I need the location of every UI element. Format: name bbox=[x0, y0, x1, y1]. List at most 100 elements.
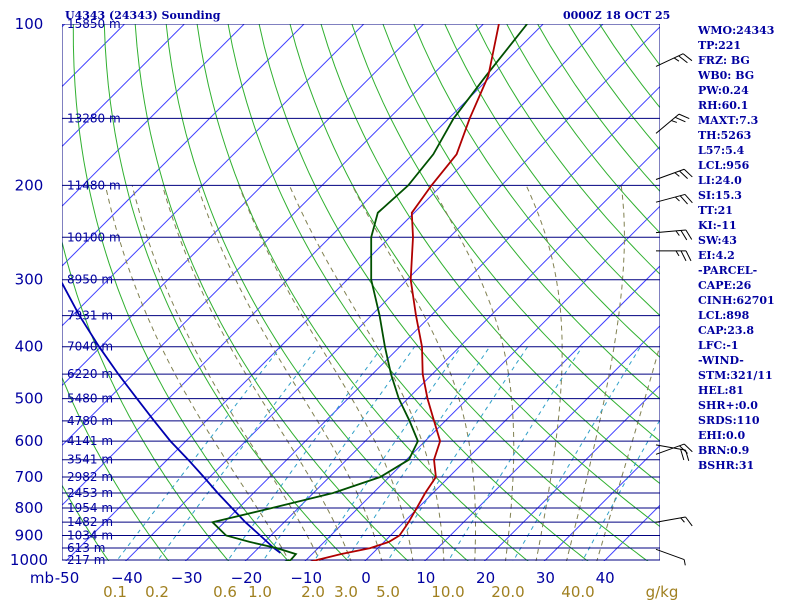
stat-item: EHI:0.0 bbox=[698, 429, 746, 442]
mixing-ratio-line bbox=[387, 346, 529, 561]
stat-item: CAP:23.8 bbox=[698, 324, 755, 337]
moist-adiabat-line bbox=[430, 185, 515, 561]
temperature-tick-label: 30 bbox=[536, 569, 555, 587]
pressure-tick-label: 100 bbox=[15, 15, 44, 33]
barb-flag bbox=[682, 53, 693, 62]
height-label: 11480 m bbox=[67, 178, 121, 192]
temperature-tick-label: −40 bbox=[111, 569, 143, 587]
height-label: 10100 m bbox=[67, 230, 121, 244]
barb-staff bbox=[655, 443, 685, 455]
barb-flag bbox=[685, 229, 693, 240]
dry-adiabat-line bbox=[475, 24, 660, 275]
isotherm-line bbox=[62, 24, 186, 148]
moist-adiabat-line bbox=[525, 185, 563, 561]
sounding-time: 0000Z 18 OCT 25 bbox=[563, 9, 671, 22]
height-label: 5480 m bbox=[67, 392, 113, 406]
stat-item: PW:0.24 bbox=[698, 84, 749, 97]
temperature-tick-label: −20 bbox=[231, 569, 263, 587]
stats-panel: WMO:24343 TP:221 FRZ: BG WB0: BG PW:0.24 RH:6… bbox=[698, 23, 798, 473]
height-label: 15850 m bbox=[67, 17, 121, 31]
barb-flag bbox=[684, 194, 693, 204]
isotherm-line bbox=[543, 444, 660, 561]
isotherm-line bbox=[62, 24, 485, 447]
mixing-ratio-line bbox=[581, 418, 660, 561]
stat-item: BRN:0.9 bbox=[698, 444, 750, 457]
mixing-ratio-line bbox=[226, 346, 383, 561]
stat-item: SRDS:110 bbox=[698, 414, 760, 427]
barb-staff bbox=[655, 168, 685, 180]
mixing-ratio-tick-label: 20.0 bbox=[491, 583, 524, 600]
pressure-tick-label: 400 bbox=[15, 338, 44, 356]
stat-item: CAPE:26 bbox=[698, 279, 752, 292]
isotherm-line bbox=[65, 24, 604, 561]
isotherm-line bbox=[62, 24, 365, 327]
height-label: 1482 m bbox=[67, 515, 113, 529]
dry-adiabat-line bbox=[382, 24, 660, 400]
height-label: 1954 m bbox=[67, 501, 113, 515]
height-label: 4780 m bbox=[67, 414, 113, 428]
mixing-ratio-line bbox=[115, 346, 282, 561]
stat-item: LI:24.0 bbox=[698, 174, 742, 187]
temperature-tick-label: 20 bbox=[476, 569, 495, 587]
isotherm-line bbox=[424, 325, 660, 561]
dewpoint-trace bbox=[210, 24, 528, 561]
mixing-ratio-line bbox=[313, 346, 462, 561]
wind-barb bbox=[655, 516, 693, 527]
temperature-tick-label: −10 bbox=[290, 569, 322, 587]
height-label: 13280 m bbox=[67, 111, 121, 125]
barb-flag bbox=[674, 116, 686, 123]
isotherm-line bbox=[62, 24, 305, 267]
stat-item: EI:4.2 bbox=[698, 249, 735, 262]
barb-staff bbox=[655, 548, 685, 561]
height-label: 6220 m bbox=[67, 367, 113, 381]
pressure-tick-label: 300 bbox=[15, 271, 44, 289]
dry-adiabat-line bbox=[103, 24, 349, 561]
barb-flag bbox=[683, 443, 693, 453]
mixing-ratio-tick-label: 0.2 bbox=[145, 583, 169, 600]
mixing-ratio-tick-label: 0.6 bbox=[213, 583, 237, 600]
barb-half-flag bbox=[675, 230, 680, 236]
stat-item: LCL:898 bbox=[698, 309, 750, 322]
stat-item: BSHR:31 bbox=[698, 459, 755, 472]
dry-adiabat-line bbox=[196, 24, 529, 561]
barb-flag bbox=[680, 250, 687, 262]
mixing-ratio-line bbox=[262, 346, 416, 561]
stat-item: L57:5.4 bbox=[698, 144, 745, 157]
stat-item: FRZ: BG bbox=[698, 54, 750, 67]
pressure-tick-label: 600 bbox=[15, 432, 44, 450]
barb-flag bbox=[679, 170, 688, 179]
isotherm-line bbox=[184, 85, 660, 561]
stat-item: KI:-11 bbox=[698, 219, 737, 232]
isotherm-line bbox=[364, 265, 660, 561]
parcel-trace bbox=[62, 281, 281, 554]
moist-adiabat-line bbox=[351, 185, 476, 561]
dry-adiabat-line bbox=[320, 24, 660, 485]
barb-half-flag bbox=[674, 172, 680, 177]
temperature-tick-label: −30 bbox=[171, 569, 203, 587]
stat-item: WB0: BG bbox=[698, 69, 755, 82]
barb-half-flag bbox=[673, 57, 680, 62]
wind-barb bbox=[655, 229, 693, 241]
moist-adiabat-line bbox=[288, 185, 445, 561]
moist-adiabat-line bbox=[104, 185, 290, 561]
isotherm-line bbox=[125, 26, 660, 561]
pressure-tick-label: 500 bbox=[15, 390, 44, 408]
dry-adiabat-line bbox=[351, 24, 660, 442]
temperature-trace bbox=[310, 24, 500, 561]
barb-staff bbox=[655, 229, 686, 234]
temperature-tick-label: 40 bbox=[596, 569, 615, 587]
stat-item: LCL:956 bbox=[698, 159, 750, 172]
wind-barb bbox=[656, 250, 692, 262]
stat-item: STM:321/11 bbox=[698, 369, 773, 382]
barb-staff bbox=[655, 193, 686, 203]
barb-half-flag bbox=[680, 517, 685, 523]
barb-flag bbox=[680, 230, 688, 241]
temperature-tick-label: 10 bbox=[416, 569, 435, 587]
wind-barb bbox=[655, 443, 693, 455]
barb-flag bbox=[680, 449, 685, 461]
barb-half-flag bbox=[671, 120, 677, 123]
isotherm-line bbox=[304, 205, 660, 561]
height-label: 8950 m bbox=[67, 273, 113, 287]
pressure-tick-label: 700 bbox=[15, 468, 44, 486]
